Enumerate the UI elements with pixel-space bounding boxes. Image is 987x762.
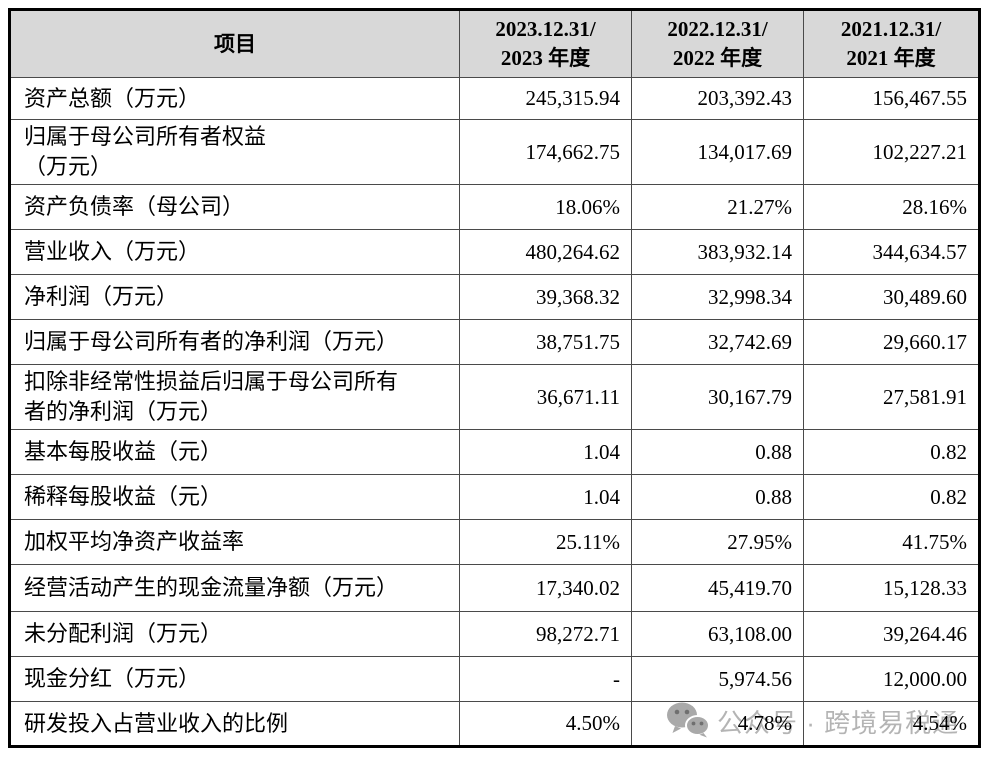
column-header-period-2021: 2021.12.31/ 2021 年度 — [803, 9, 980, 78]
row-value: 0.82 — [803, 429, 980, 475]
row-value: 12,000.00 — [803, 656, 980, 702]
table-row: 稀释每股收益（元） 1.04 0.88 0.82 — [9, 474, 980, 520]
row-value: 102,227.21 — [803, 119, 980, 185]
row-label: 营业收入（万元） — [9, 229, 460, 275]
row-value: 36,671.11 — [459, 364, 632, 430]
row-value: 1.04 — [459, 474, 632, 520]
row-value: 245,315.94 — [459, 77, 632, 120]
table-row: 加权平均净资产收益率 25.11% 27.95% 41.75% — [9, 519, 980, 565]
row-value: 30,167.79 — [631, 364, 804, 430]
row-value: 25.11% — [459, 519, 632, 565]
row-value: 98,272.71 — [459, 611, 632, 657]
table-row: 净利润（万元） 39,368.32 32,998.34 30,489.60 — [9, 274, 980, 320]
row-value: 32,742.69 — [631, 319, 804, 365]
row-value: 203,392.43 — [631, 77, 804, 120]
row-label: 资产总额（万元） — [9, 77, 460, 120]
row-value: 29,660.17 — [803, 319, 980, 365]
row-value: 0.88 — [631, 474, 804, 520]
row-label: 研发投入占营业收入的比例 — [9, 701, 460, 747]
table-row: 资产负债率（母公司） 18.06% 21.27% 28.16% — [9, 184, 980, 230]
table-header-row: 项目 2023.12.31/ 2023 年度 2022.12.31/ 2022 … — [9, 9, 980, 78]
row-value: 27.95% — [631, 519, 804, 565]
row-value: 30,489.60 — [803, 274, 980, 320]
row-label: 稀释每股收益（元） — [9, 474, 460, 520]
row-value: 63,108.00 — [631, 611, 804, 657]
table-row: 现金分红（万元） - 5,974.56 12,000.00 — [9, 656, 980, 702]
row-value: 32,998.34 — [631, 274, 804, 320]
table-row: 未分配利润（万元） 98,272.71 63,108.00 39,264.46 — [9, 611, 980, 657]
row-value: 21.27% — [631, 184, 804, 230]
row-value: 39,368.32 — [459, 274, 632, 320]
table-row: 研发投入占营业收入的比例 4.50% 4.78% 4.54% — [9, 701, 980, 747]
row-label: 未分配利润（万元） — [9, 611, 460, 657]
row-value: 480,264.62 — [459, 229, 632, 275]
financial-summary-table: 项目 2023.12.31/ 2023 年度 2022.12.31/ 2022 … — [8, 8, 981, 748]
table-row: 归属于母公司所有者权益 （万元） 174,662.75 134,017.69 1… — [9, 119, 980, 185]
row-value: 27,581.91 — [803, 364, 980, 430]
row-value: 45,419.70 — [631, 564, 804, 612]
row-value: 15,128.33 — [803, 564, 980, 612]
table-row: 归属于母公司所有者的净利润（万元） 38,751.75 32,742.69 29… — [9, 319, 980, 365]
row-label: 加权平均净资产收益率 — [9, 519, 460, 565]
row-value: 174,662.75 — [459, 119, 632, 185]
row-label: 归属于母公司所有者的净利润（万元） — [9, 319, 460, 365]
row-value: 5,974.56 — [631, 656, 804, 702]
table-row: 扣除非经常性损益后归属于母公司所有 者的净利润（万元） 36,671.11 30… — [9, 364, 980, 430]
row-value: 0.82 — [803, 474, 980, 520]
row-label: 净利润（万元） — [9, 274, 460, 320]
column-header-period-2022: 2022.12.31/ 2022 年度 — [631, 9, 804, 78]
row-label: 资产负债率（母公司） — [9, 184, 460, 230]
row-value: 4.54% — [803, 701, 980, 747]
row-label: 现金分红（万元） — [9, 656, 460, 702]
row-value: 28.16% — [803, 184, 980, 230]
row-value: 134,017.69 — [631, 119, 804, 185]
row-value: 344,634.57 — [803, 229, 980, 275]
row-value: 39,264.46 — [803, 611, 980, 657]
row-label: 经营活动产生的现金流量净额（万元） — [9, 564, 460, 612]
row-value: 41.75% — [803, 519, 980, 565]
row-label: 归属于母公司所有者权益 （万元） — [9, 119, 460, 185]
column-header-item: 项目 — [9, 9, 460, 78]
row-value: 38,751.75 — [459, 319, 632, 365]
row-value: - — [459, 656, 632, 702]
table-row: 营业收入（万元） 480,264.62 383,932.14 344,634.5… — [9, 229, 980, 275]
row-value: 1.04 — [459, 429, 632, 475]
row-value: 156,467.55 — [803, 77, 980, 120]
row-label: 扣除非经常性损益后归属于母公司所有 者的净利润（万元） — [9, 364, 460, 430]
table-row: 基本每股收益（元） 1.04 0.88 0.82 — [9, 429, 980, 475]
row-value: 17,340.02 — [459, 564, 632, 612]
row-value: 18.06% — [459, 184, 632, 230]
table-row: 资产总额（万元） 245,315.94 203,392.43 156,467.5… — [9, 77, 980, 120]
row-value: 383,932.14 — [631, 229, 804, 275]
column-header-period-2023: 2023.12.31/ 2023 年度 — [459, 9, 632, 78]
row-label: 基本每股收益（元） — [9, 429, 460, 475]
row-value: 0.88 — [631, 429, 804, 475]
row-value: 4.78% — [631, 701, 804, 747]
table-row: 经营活动产生的现金流量净额（万元） 17,340.02 45,419.70 15… — [9, 564, 980, 612]
row-value: 4.50% — [459, 701, 632, 747]
